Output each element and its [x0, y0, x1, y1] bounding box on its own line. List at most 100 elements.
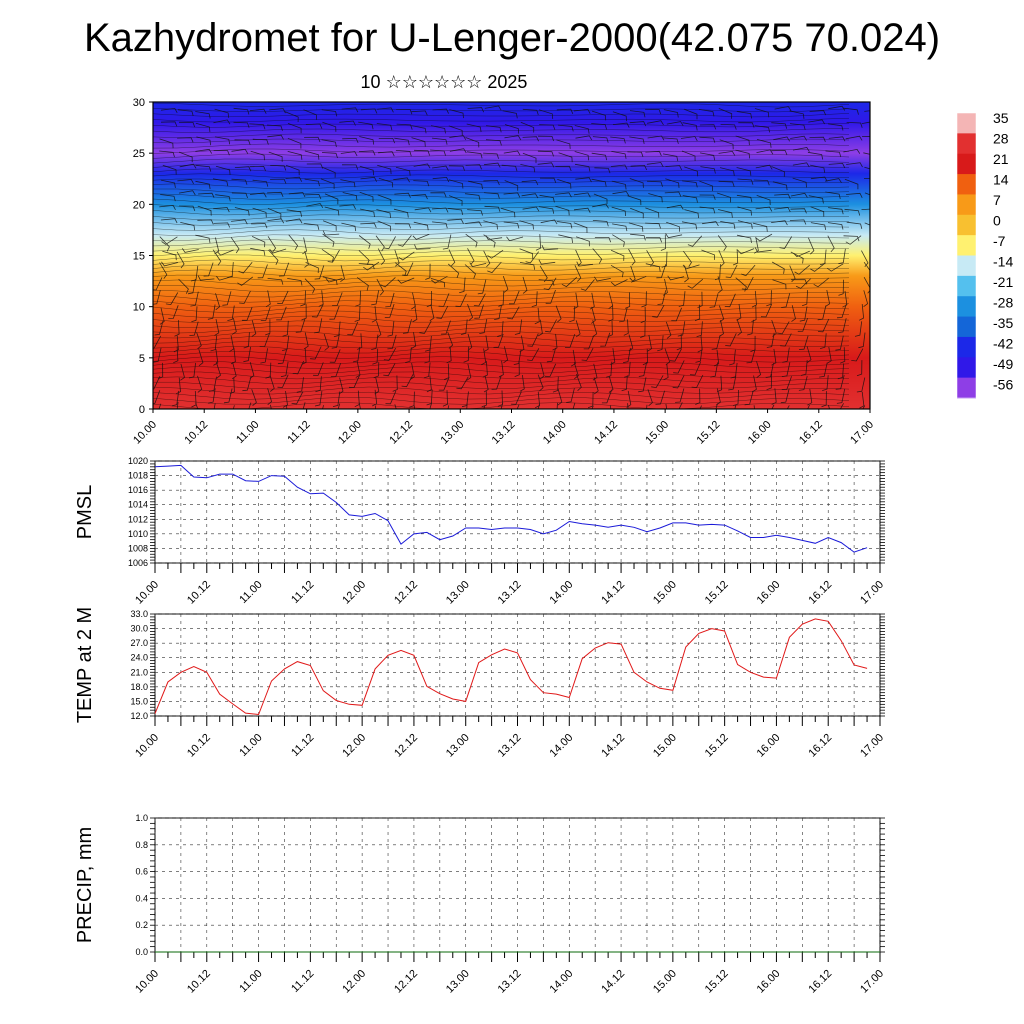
- x-tick-label: 14.00: [547, 579, 575, 607]
- y-tick-label: 15: [133, 251, 145, 263]
- colorbar-swatch: [957, 153, 976, 175]
- colorbar-label: 14: [993, 172, 1009, 188]
- x-tick-label: 13.12: [496, 732, 524, 760]
- y-tick-label: 1018: [128, 471, 148, 481]
- x-tick-label: 16.00: [746, 419, 774, 447]
- x-tick-label: 16.00: [755, 732, 783, 760]
- x-tick-label: 15.00: [643, 419, 671, 447]
- y-tick-label: 15.0: [130, 696, 148, 706]
- y-tick-label: 1016: [128, 485, 148, 495]
- page-subtitle: 10 ☆☆☆☆☆☆ 2025: [360, 72, 528, 92]
- x-tick-label: 15.00: [651, 579, 679, 607]
- x-tick-label: 15.12: [703, 579, 731, 607]
- y-tick-label: 1.0: [135, 813, 148, 823]
- colorbar-label: 28: [993, 131, 1009, 147]
- x-tick-label: 11.00: [237, 579, 264, 606]
- x-tick-label: 14.12: [599, 968, 627, 996]
- x-tick-label: 14.00: [541, 419, 569, 447]
- pmsl-panel: 1006 1008 1010 1012 1014 1016 1018 1020 10.00 10.…: [74, 456, 886, 607]
- minor-ticks: [150, 613, 885, 717]
- y-tick-label: 20: [133, 199, 145, 211]
- x-tick-label: 12.12: [387, 419, 415, 447]
- x-tick-label: 11.00: [237, 732, 264, 759]
- x-tick-label: 10.12: [185, 968, 213, 996]
- x-tick-label: 12.00: [340, 579, 368, 607]
- y-tick-label: 0.6: [135, 867, 148, 877]
- x-tick-label: 10.00: [131, 419, 159, 447]
- colorbar-swatch: [957, 133, 976, 155]
- x-tick-label: 10.00: [133, 732, 161, 760]
- colorbar-label: -7: [993, 233, 1006, 249]
- colorbar-label: -56: [993, 377, 1013, 393]
- colorbar-swatch: [957, 113, 976, 134]
- x-tick-label: 14.00: [547, 968, 575, 996]
- colorbar-swatch: [957, 235, 976, 256]
- x-tick-label: 12.00: [336, 419, 364, 447]
- x-tick-label: 12.12: [392, 579, 420, 607]
- temp-panel: 12.0 15.0 18.0 21.0 24.0 27.0 30.0 33.0 10.00 10.…: [74, 607, 886, 760]
- colorbar-swatch: [957, 275, 976, 297]
- y-tick-label: 21.0: [130, 667, 148, 677]
- y-tick-label: 1014: [128, 500, 148, 510]
- x-tick-label: 13.00: [444, 968, 472, 996]
- y-tick-label: 30: [133, 97, 145, 109]
- x-tick-label: 17.00: [848, 419, 876, 447]
- x-tick-label: 15.00: [651, 968, 679, 996]
- y-tick-label: 1006: [128, 558, 148, 568]
- colorbar-swatch: [957, 194, 976, 216]
- colorbar-swatch: [957, 255, 976, 277]
- y-tick-label: 10: [133, 302, 145, 314]
- x-tick-label: 10.12: [182, 419, 210, 447]
- x-tick-label: 17.00: [858, 579, 886, 607]
- grid: [154, 613, 881, 717]
- colorbar: 35 28 21 14 7 0 -7 -14 -21 -28 -35 -42 -49 -56: [956, 110, 1013, 399]
- colorbar-label: 0: [993, 213, 1001, 229]
- x-tick-label: 13.00: [444, 579, 472, 607]
- x-tick-label: 15.00: [651, 732, 679, 760]
- colorbar-swatch: [957, 377, 976, 399]
- y-axis-label: TEMP at 2 M: [74, 607, 96, 723]
- x-tick-label: 11.12: [289, 579, 316, 606]
- colorbar-label: -35: [993, 315, 1013, 331]
- x-tick-label: 11.00: [237, 968, 264, 995]
- series-line: [154, 464, 868, 553]
- x-tick-label: 13.00: [444, 732, 472, 760]
- x-tick-label: 14.12: [599, 579, 627, 607]
- x-tick-label: 13.12: [490, 419, 518, 447]
- y-tick-label: 25: [133, 148, 145, 160]
- colorbar-label: -14: [993, 254, 1013, 270]
- x-tick-label: 14.12: [592, 419, 620, 447]
- minor-ticks: [150, 817, 885, 953]
- y-tick-label: 27.0: [130, 638, 148, 648]
- colorbar-swatch: [957, 357, 976, 379]
- x-tick-label: 15.12: [703, 968, 731, 996]
- x-tick-label: 10.12: [185, 732, 213, 760]
- page-title: Kazhydromet for U-Lenger-2000(42.075 70.…: [83, 16, 941, 60]
- x-tick-label: 11.12: [289, 968, 316, 995]
- y-tick-label: 0.8: [135, 840, 148, 850]
- y-tick-label: 18.0: [130, 682, 148, 692]
- colorbar-label: -21: [993, 274, 1013, 290]
- colorbar-swatch: [957, 316, 976, 338]
- colorbar-label: 21: [993, 151, 1009, 167]
- y-axis-label: PMSL: [74, 485, 96, 539]
- x-tick-label: 16.12: [806, 968, 834, 996]
- x-tick-label: 15.12: [695, 419, 723, 447]
- colorbar-label: -49: [993, 356, 1013, 372]
- x-tick-label: 10.00: [133, 579, 161, 607]
- y-tick-label: 24.0: [130, 653, 148, 663]
- wind-barbs: [153, 105, 870, 409]
- colorbar-label: -28: [993, 295, 1013, 311]
- y-tick-label: 1008: [128, 543, 148, 553]
- x-tick-label: 16.12: [806, 579, 834, 607]
- y-tick-label: 30.0: [130, 624, 148, 634]
- y-tick-label: 1020: [128, 456, 148, 466]
- x-tick-label: 12.00: [340, 968, 368, 996]
- y-axis-label: PRECIP, mm: [74, 827, 96, 943]
- x-tick-label: 11.00: [234, 419, 261, 446]
- y-tick-label: 1010: [128, 529, 148, 539]
- x-tick-label: 16.00: [755, 968, 783, 996]
- y-tick-label: 1012: [128, 514, 148, 524]
- x-tick-label: 10.00: [133, 968, 161, 996]
